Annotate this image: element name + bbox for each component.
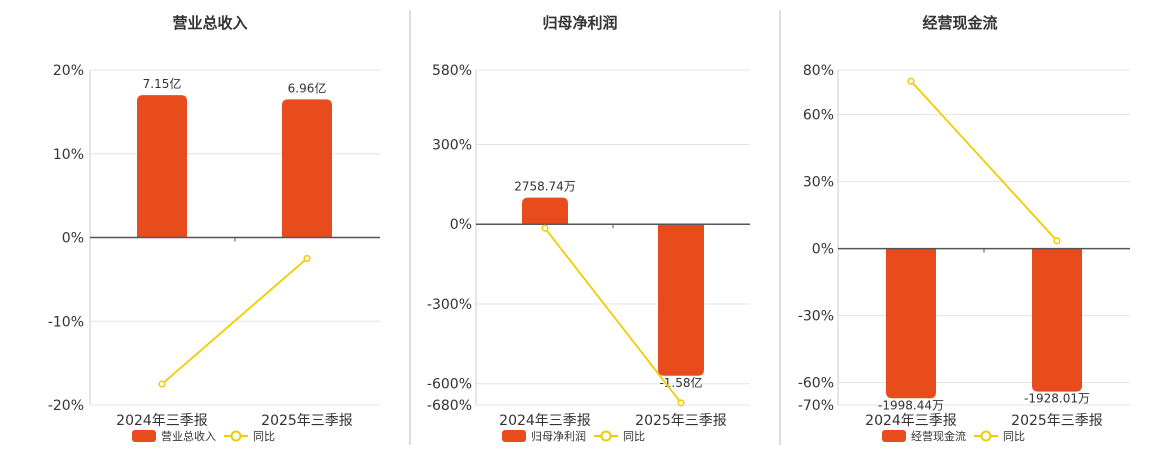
line-series	[910, 80, 1058, 242]
bar-data-label: -1.58亿	[659, 375, 702, 390]
x-category-label: 2025年三季报	[261, 413, 353, 429]
y-tick-label: -70%	[798, 398, 834, 414]
chart-title: 经营现金流	[922, 14, 997, 32]
y-tick-label: 300%	[432, 137, 472, 153]
legend: 经营现金流 同比	[882, 429, 1025, 443]
x-category-label: 2024年三季报	[865, 413, 957, 429]
y-tick-label: 10%	[53, 147, 84, 163]
legend-bar-swatch	[882, 430, 906, 442]
chart-panel-2: 归母净利润 580% 300% 0% -300% -600% -680% 2758.74万 -1…	[427, 14, 750, 443]
bar-data-label: 2758.74万	[514, 180, 576, 194]
legend-line-marker	[600, 430, 612, 442]
y-tick-label: 0%	[62, 231, 84, 247]
line-series	[544, 227, 682, 404]
x-category-label: 2024年三季报	[499, 413, 591, 429]
y-tick-label: 0%	[812, 242, 834, 258]
line-point	[303, 254, 311, 262]
y-tick-label: 60%	[803, 108, 834, 124]
chart-title: 营业总收入	[172, 14, 247, 32]
line-point	[541, 224, 549, 232]
bar	[658, 224, 704, 376]
y-tick-label: 30%	[803, 175, 834, 191]
bar-data-label: -1998.44万	[878, 398, 944, 412]
legend-label: 同比	[1003, 430, 1025, 443]
bar	[137, 95, 187, 238]
x-category-label: 2024年三季报	[116, 413, 208, 429]
legend-label: 经营现金流	[911, 429, 966, 443]
chart-panel-1: 营业总收入 20% 10% 0% -10% -20% 7.15亿 6.96亿 2024年三季报 2…	[48, 14, 380, 443]
chart-panel-3: 经营现金流 80% 60% 30% 0% -30% -60% -70% -1998.44万 -19…	[798, 14, 1130, 443]
bar-data-label: -1928.01万	[1024, 392, 1090, 406]
y-tick-label: -680%	[427, 398, 472, 414]
line-series	[161, 257, 308, 385]
legend-line-marker	[980, 430, 992, 442]
legend-label: 营业总收入	[161, 429, 216, 443]
y-tick-label: 0%	[450, 217, 472, 233]
line-point	[907, 77, 915, 85]
y-tick-label: -30%	[798, 309, 834, 325]
x-category-label: 2025年三季报	[1011, 413, 1103, 429]
line-point	[1053, 237, 1061, 245]
y-tick-label: -600%	[427, 377, 472, 393]
legend-label: 同比	[253, 430, 275, 443]
bar	[1032, 248, 1082, 392]
bar	[522, 197, 568, 225]
legend-label: 同比	[623, 430, 645, 443]
legend-line-marker	[230, 430, 242, 442]
y-tick-label: 80%	[803, 63, 834, 79]
bar	[886, 248, 936, 399]
legend-bar-swatch	[502, 430, 526, 442]
y-tick-label: 20%	[53, 63, 84, 79]
bar-data-label: 6.96亿	[288, 80, 327, 95]
x-category-label: 2025年三季报	[635, 413, 727, 429]
legend: 归母净利润 同比	[502, 429, 645, 443]
y-tick-label: -300%	[427, 297, 472, 313]
line-point	[677, 399, 685, 407]
bar-data-label: 7.15亿	[143, 76, 182, 91]
legend: 营业总收入 同比	[132, 429, 275, 443]
y-tick-label: 580%	[432, 63, 472, 79]
chart-title: 归母净利润	[542, 14, 617, 32]
y-tick-label: -60%	[798, 376, 834, 392]
bar	[282, 99, 332, 238]
legend-bar-swatch	[132, 430, 156, 442]
legend-label: 归母净利润	[531, 429, 586, 443]
line-point	[158, 380, 166, 388]
y-tick-label: -10%	[48, 314, 84, 330]
y-tick-label: -20%	[48, 398, 84, 414]
